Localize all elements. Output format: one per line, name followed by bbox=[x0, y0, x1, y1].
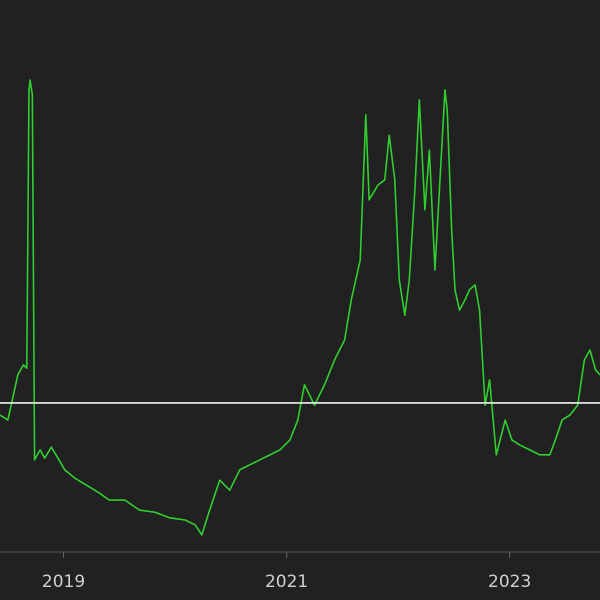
x-tick-label: 2023 bbox=[488, 572, 531, 592]
x-tick-label: 2021 bbox=[265, 572, 308, 592]
price-line bbox=[0, 79, 600, 536]
x-tick-label: 2019 bbox=[42, 572, 85, 592]
